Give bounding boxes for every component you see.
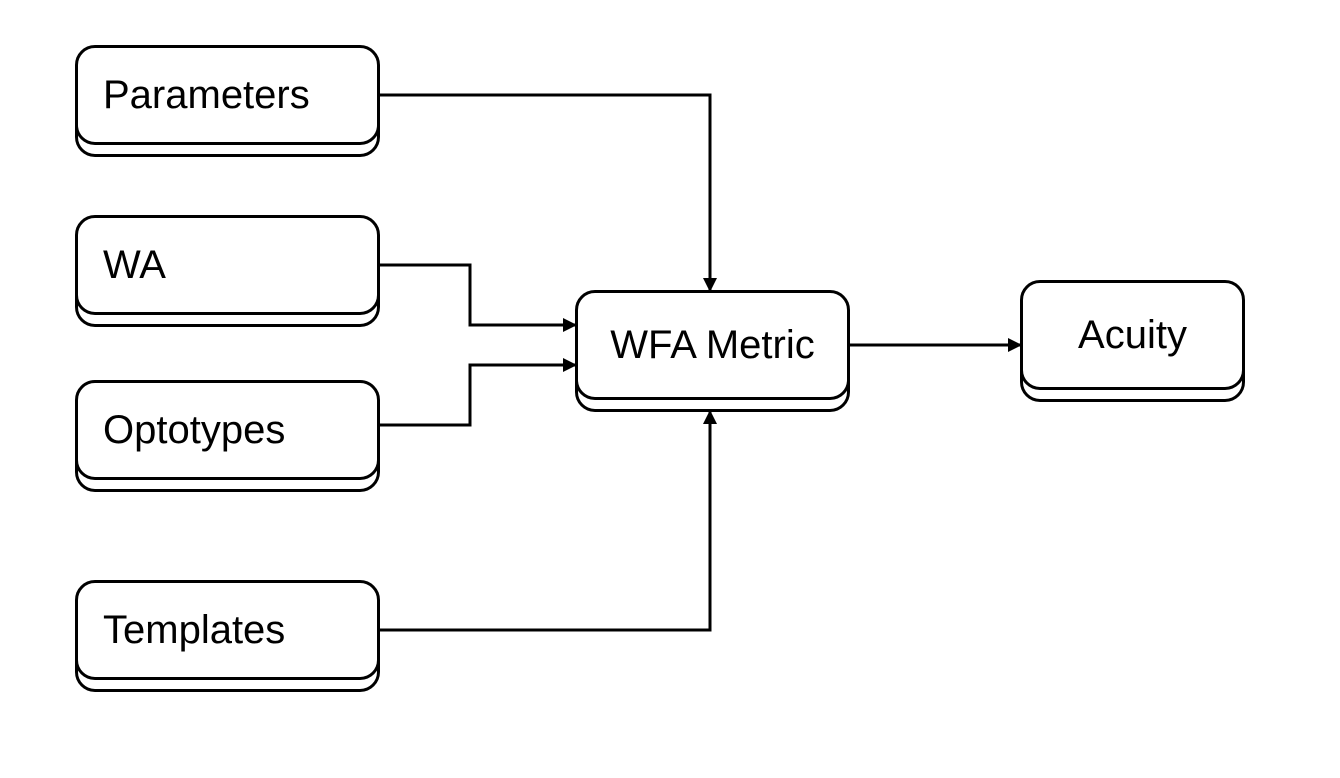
node-wa: WA <box>75 215 380 315</box>
node-parameters-label: Parameters <box>103 73 310 118</box>
node-acuity-label: Acuity <box>1078 313 1187 358</box>
node-templates-label: Templates <box>103 608 285 653</box>
node-parameters: Parameters <box>75 45 380 145</box>
edge-optotypes-wfa_metric <box>380 365 575 425</box>
node-wfa-metric: WFA Metric <box>575 290 850 400</box>
node-wfa-metric-label: WFA Metric <box>610 323 814 368</box>
node-optotypes: Optotypes <box>75 380 380 480</box>
edge-parameters-wfa_metric <box>380 95 710 290</box>
node-acuity: Acuity <box>1020 280 1245 390</box>
node-wa-label: WA <box>103 243 166 288</box>
edge-wa-wfa_metric <box>380 265 575 325</box>
edge-templates-wfa_metric <box>380 412 710 630</box>
node-templates: Templates <box>75 580 380 680</box>
node-optotypes-label: Optotypes <box>103 408 285 453</box>
